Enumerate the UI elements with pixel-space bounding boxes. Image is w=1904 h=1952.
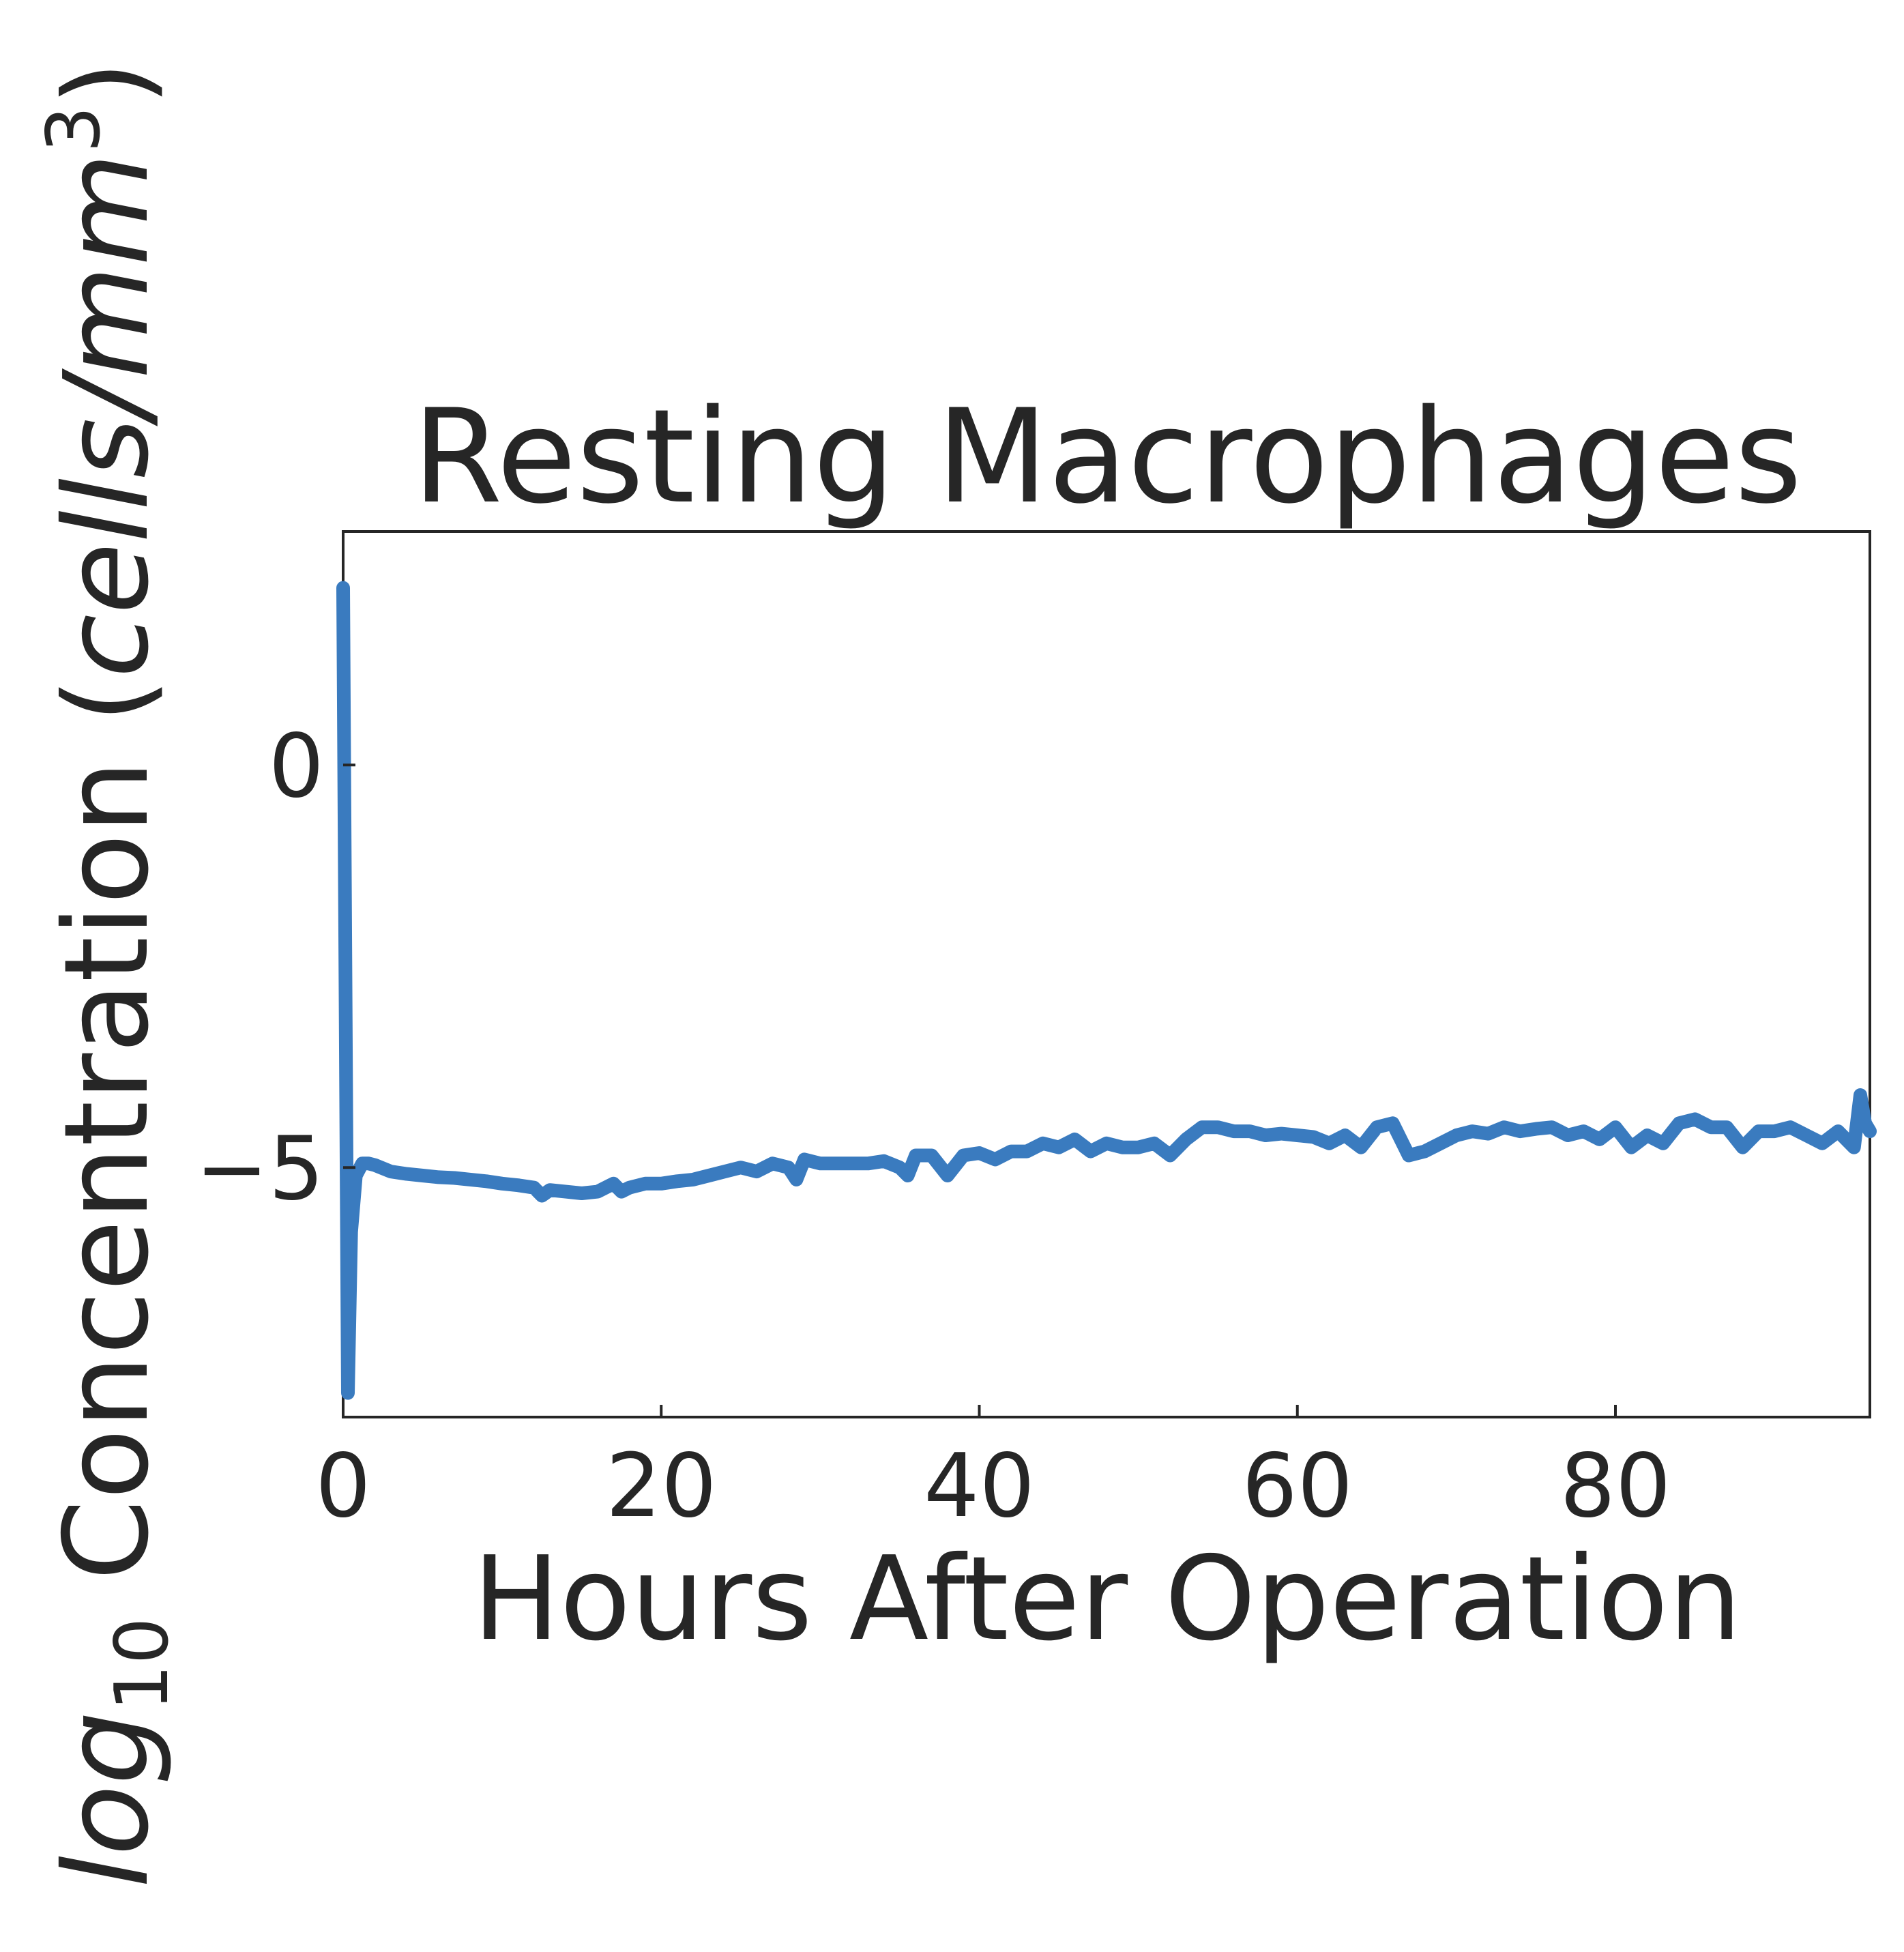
y-axis-label-subscript: 10 <box>100 1618 185 1711</box>
y-tick-label: −5 <box>195 1118 324 1220</box>
x-axis-ticks: 0 20 40 60 80 <box>315 1405 1671 1537</box>
x-tick-label: 60 <box>1242 1436 1353 1537</box>
y-axis-label-units: cells/mm <box>40 153 175 678</box>
y-tick-label: 0 <box>269 716 324 817</box>
y-axis-label-middle: Concentration ( <box>40 678 175 1618</box>
x-tick-label: 80 <box>1560 1436 1671 1537</box>
x-tick-label: 40 <box>924 1436 1035 1537</box>
x-tick-label: 20 <box>606 1436 717 1537</box>
x-tick-label: 0 <box>315 1436 370 1537</box>
y-axis-label-superscript: 3 <box>31 106 117 153</box>
y-axis-label-log: log <box>40 1711 175 1888</box>
y-axis-ticks: 0 −5 <box>195 716 355 1220</box>
chart-title: Resting Macrophages <box>412 381 1802 532</box>
y-axis-label: log10 Concentration (cells/mm3) <box>31 61 185 1888</box>
y-axis-label-suffix: ) <box>40 61 175 106</box>
data-series-line <box>336 581 1877 1400</box>
x-axis-label: Hours After Operation <box>473 1532 1742 1667</box>
